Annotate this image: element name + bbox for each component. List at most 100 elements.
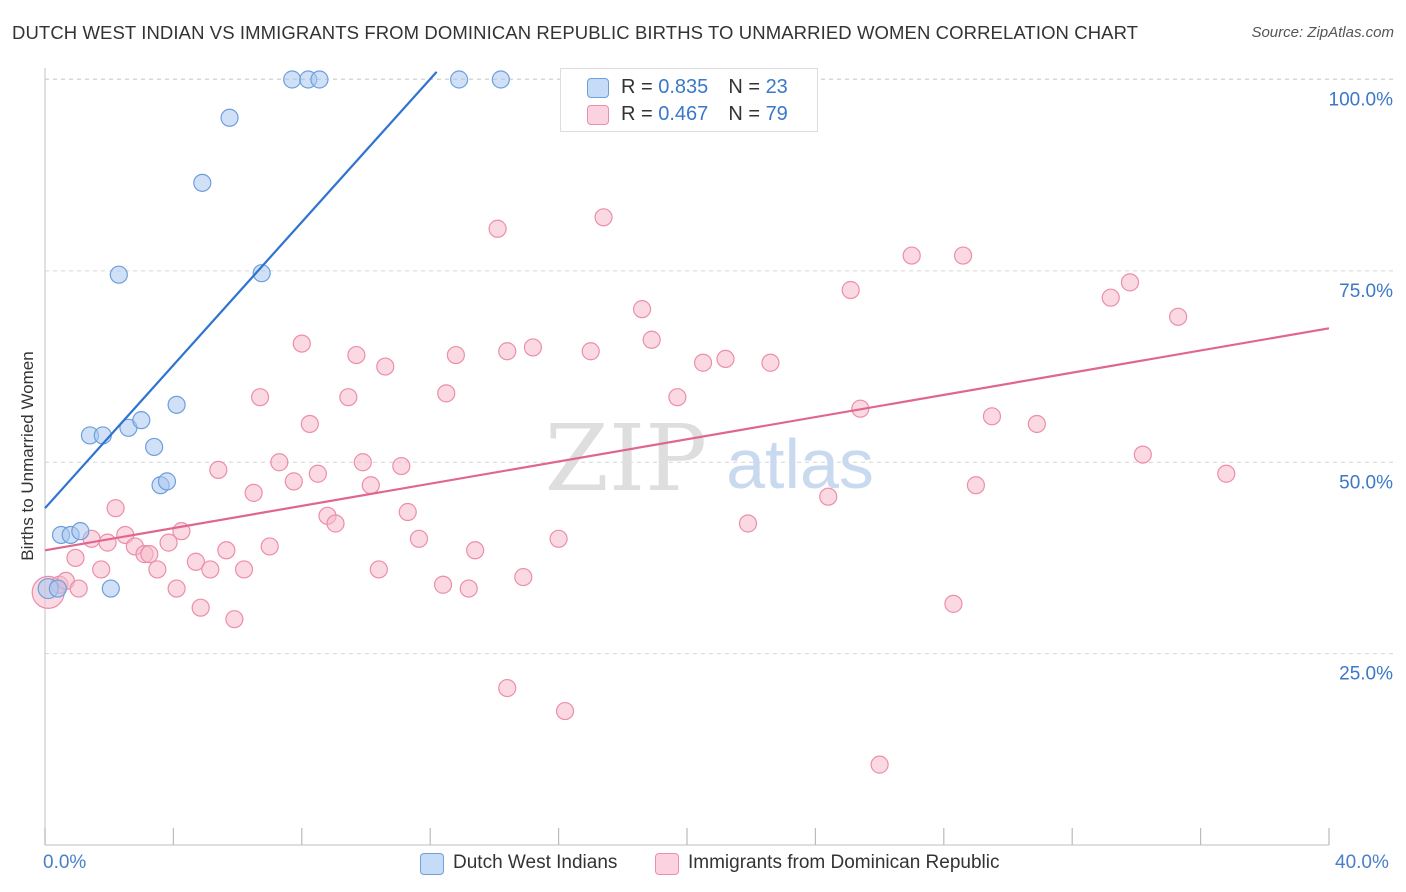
n-label: N = <box>728 103 766 125</box>
point-dominican <box>326 514 345 533</box>
point-dominican <box>1133 445 1152 464</box>
point-dutch-west-indian <box>283 70 302 89</box>
legend-swatch-pink <box>587 105 609 125</box>
point-dominican <box>437 384 456 403</box>
point-dutch-west-indian <box>132 411 151 430</box>
point-dominican <box>308 464 327 483</box>
point-dominican <box>292 334 311 353</box>
watermark: ZIP atlas <box>545 405 874 512</box>
point-dutch-west-indian <box>71 522 90 541</box>
bottom-legend-label: Immigrants from Dominican Republic <box>688 852 1000 873</box>
point-dominican <box>1120 273 1140 292</box>
x-min-label: 0.0% <box>43 852 87 873</box>
stats-legend-text: R = 0.467 N = 79 <box>621 103 788 126</box>
point-dominican <box>167 579 186 598</box>
point-dominican <box>69 579 88 598</box>
point-dominican <box>693 353 713 372</box>
point-dominican <box>738 514 758 533</box>
point-dutch-west-indian <box>220 108 239 127</box>
trendline-dominican <box>44 327 1330 552</box>
point-dutch-west-indian <box>145 437 164 457</box>
point-dominican <box>549 529 568 548</box>
point-dutch-west-indian <box>491 70 510 89</box>
point-dominican <box>642 330 661 349</box>
axis-layer: 25.0% 50.0% 75.0% 100.0% <box>44 68 1394 846</box>
point-dominican <box>498 678 517 698</box>
point-dominican <box>376 357 395 376</box>
watermark-atlas: atlas <box>726 425 874 503</box>
point-dominican <box>148 560 167 579</box>
point-dominican <box>459 579 478 598</box>
point-dominican <box>555 701 575 721</box>
point-dutch-west-indian <box>109 265 128 284</box>
point-dominican <box>284 472 303 491</box>
point-dutch-west-indian <box>252 264 271 283</box>
point-dominican <box>369 560 388 579</box>
point-dominican <box>186 552 205 571</box>
point-dominican <box>98 533 117 552</box>
point-dominican <box>632 300 652 319</box>
n-value: 79 <box>765 103 788 125</box>
point-dominican <box>140 545 159 564</box>
point-dominican <box>250 388 270 407</box>
point-dominican <box>201 560 220 579</box>
point-dominican <box>1027 414 1046 434</box>
point-dominican <box>300 414 319 434</box>
legend-swatch-blue <box>587 78 609 98</box>
n-label: N = <box>728 76 766 98</box>
point-dominican <box>761 353 780 372</box>
point-dominican <box>270 453 289 472</box>
point-dominican <box>347 345 366 365</box>
y-tick-label: 100.0% <box>1329 90 1394 111</box>
point-dominican <box>225 610 244 629</box>
trend-layer <box>44 71 1330 552</box>
point-dominican <box>191 598 210 617</box>
point-dominican <box>944 594 963 613</box>
r-label: R = <box>621 76 659 98</box>
x-max-label: 40.0% <box>1335 852 1389 873</box>
point-dominican <box>446 345 465 365</box>
stats-legend-text: R = 0.835 N = 23 <box>621 76 788 99</box>
point-dominican <box>841 280 860 300</box>
n-value: 23 <box>765 76 788 98</box>
point-dominican <box>398 502 417 522</box>
point-dominican <box>498 342 517 361</box>
point-dutch-west-indian <box>193 173 212 192</box>
point-dutch-west-indian <box>167 395 186 414</box>
point-dominican <box>514 567 533 587</box>
point-dominican <box>339 388 358 407</box>
point-dutch-west-indian <box>48 579 67 598</box>
stats-legend: R = 0.835 N = 23 R = 0.467 N = 79 <box>560 68 818 132</box>
y-tick-label: 25.0% <box>1339 664 1393 685</box>
point-dominican <box>1217 464 1236 483</box>
chart-title: DUTCH WEST INDIAN VS IMMIGRANTS FROM DOM… <box>12 22 1139 43</box>
point-dominican <box>159 533 178 552</box>
point-dominican <box>433 575 453 594</box>
point-dominican <box>66 548 85 568</box>
point-dominican <box>234 560 254 579</box>
point-dominican <box>244 483 263 502</box>
point-dominican <box>953 246 973 265</box>
r-value: 0.467 <box>658 103 709 125</box>
r-value: 0.835 <box>658 76 709 98</box>
point-dominican <box>594 208 613 227</box>
point-dominican <box>966 476 986 495</box>
point-dominican <box>581 342 600 361</box>
point-dutch-west-indian <box>93 426 112 445</box>
legend-swatch-blue <box>420 853 444 875</box>
point-dominican <box>1169 307 1188 326</box>
point-dominican <box>209 460 228 480</box>
point-dutch-west-indian <box>101 579 120 598</box>
point-dutch-west-indian <box>449 70 469 89</box>
point-dominican <box>361 476 380 495</box>
point-dominican <box>488 219 507 238</box>
point-dominican <box>106 499 125 518</box>
point-dominican <box>392 456 411 476</box>
point-dutch-west-indian <box>310 70 329 89</box>
bottom-legend-label: Dutch West Indians <box>453 852 618 873</box>
watermark-zip: ZIP <box>545 405 707 512</box>
point-dominican <box>409 529 429 548</box>
point-dominican <box>260 537 279 556</box>
point-dominican <box>523 338 543 357</box>
